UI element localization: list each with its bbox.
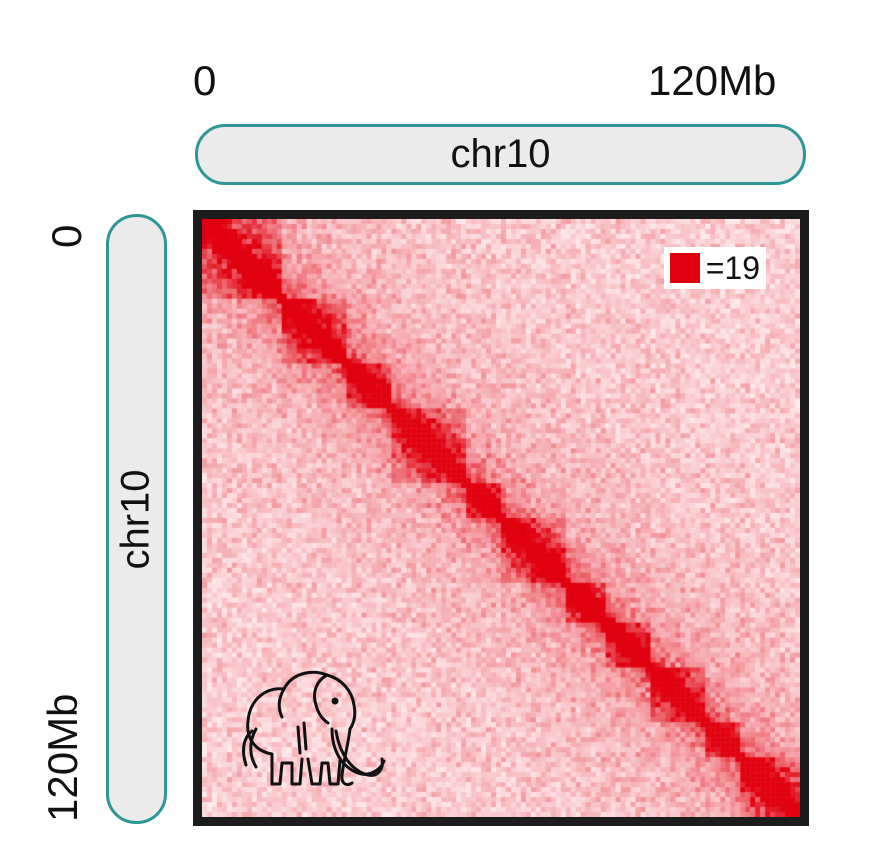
y-tick-start: 0 [43, 224, 90, 248]
y-axis-label: chr10 [114, 468, 158, 570]
heatmap-frame: =19 [193, 210, 809, 826]
legend-swatch [669, 253, 700, 283]
mammoth-icon [242, 670, 386, 787]
legend: =19 [663, 247, 766, 289]
x-tick-start: 0 [193, 57, 217, 104]
x-chromosome-bar: chr10 [195, 124, 806, 185]
x-axis-label: chr10 [450, 132, 551, 176]
y-chromosome-bar: chr10 [106, 214, 167, 824]
contact-heatmap [202, 219, 800, 817]
y-tick-end: 120Mb [39, 693, 86, 822]
x-tick-end: 120Mb [648, 57, 777, 104]
legend-label: =19 [705, 250, 760, 286]
